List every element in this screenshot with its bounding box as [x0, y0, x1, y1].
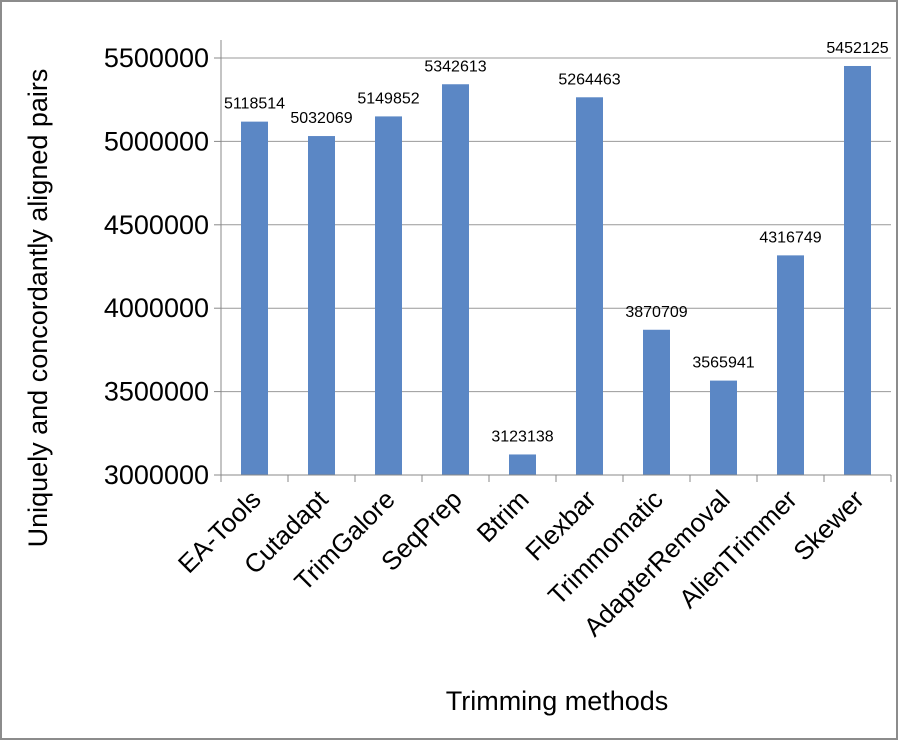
- bars: [241, 65, 871, 476]
- data-labels: 5118514 5032069 5149852 5342613 3123138 52644…: [224, 40, 889, 445]
- data-label: 5149852: [357, 90, 419, 107]
- bar: [375, 116, 402, 475]
- data-label: 5118514: [224, 96, 285, 113]
- bar: [844, 65, 871, 476]
- bar: [710, 380, 737, 475]
- data-label: 3565941: [692, 355, 754, 372]
- bar: [509, 454, 536, 475]
- y-tick-label: 4000000: [104, 293, 209, 323]
- x-axis-title: Trimming methods: [446, 686, 669, 716]
- data-label: 5264463: [558, 71, 620, 88]
- y-tick-labels: 3000000 3500000 4000000 4500000 5000000 55000…: [104, 43, 209, 490]
- data-label: 3123138: [491, 428, 553, 445]
- y-tick-label: 4500000: [104, 210, 209, 240]
- axes: [214, 40, 892, 482]
- bar: [777, 255, 804, 475]
- y-tick-label: 3000000: [104, 460, 209, 490]
- data-label: 5032069: [290, 110, 352, 127]
- data-label: 4316749: [759, 229, 821, 246]
- bar: [576, 97, 603, 476]
- y-tick-label: 5000000: [104, 126, 209, 156]
- data-label: 3870709: [625, 304, 687, 321]
- y-tick-label: 3500000: [104, 377, 209, 407]
- data-label: 5342613: [424, 58, 486, 75]
- bar: [643, 329, 670, 475]
- y-tick-label: 5500000: [104, 43, 209, 73]
- data-label: 5452125: [826, 40, 888, 57]
- bar: [241, 121, 268, 475]
- bar: [442, 84, 469, 476]
- y-axis-title: Uniquely and concordantly aligned pairs: [23, 69, 53, 548]
- bar: [308, 136, 335, 475]
